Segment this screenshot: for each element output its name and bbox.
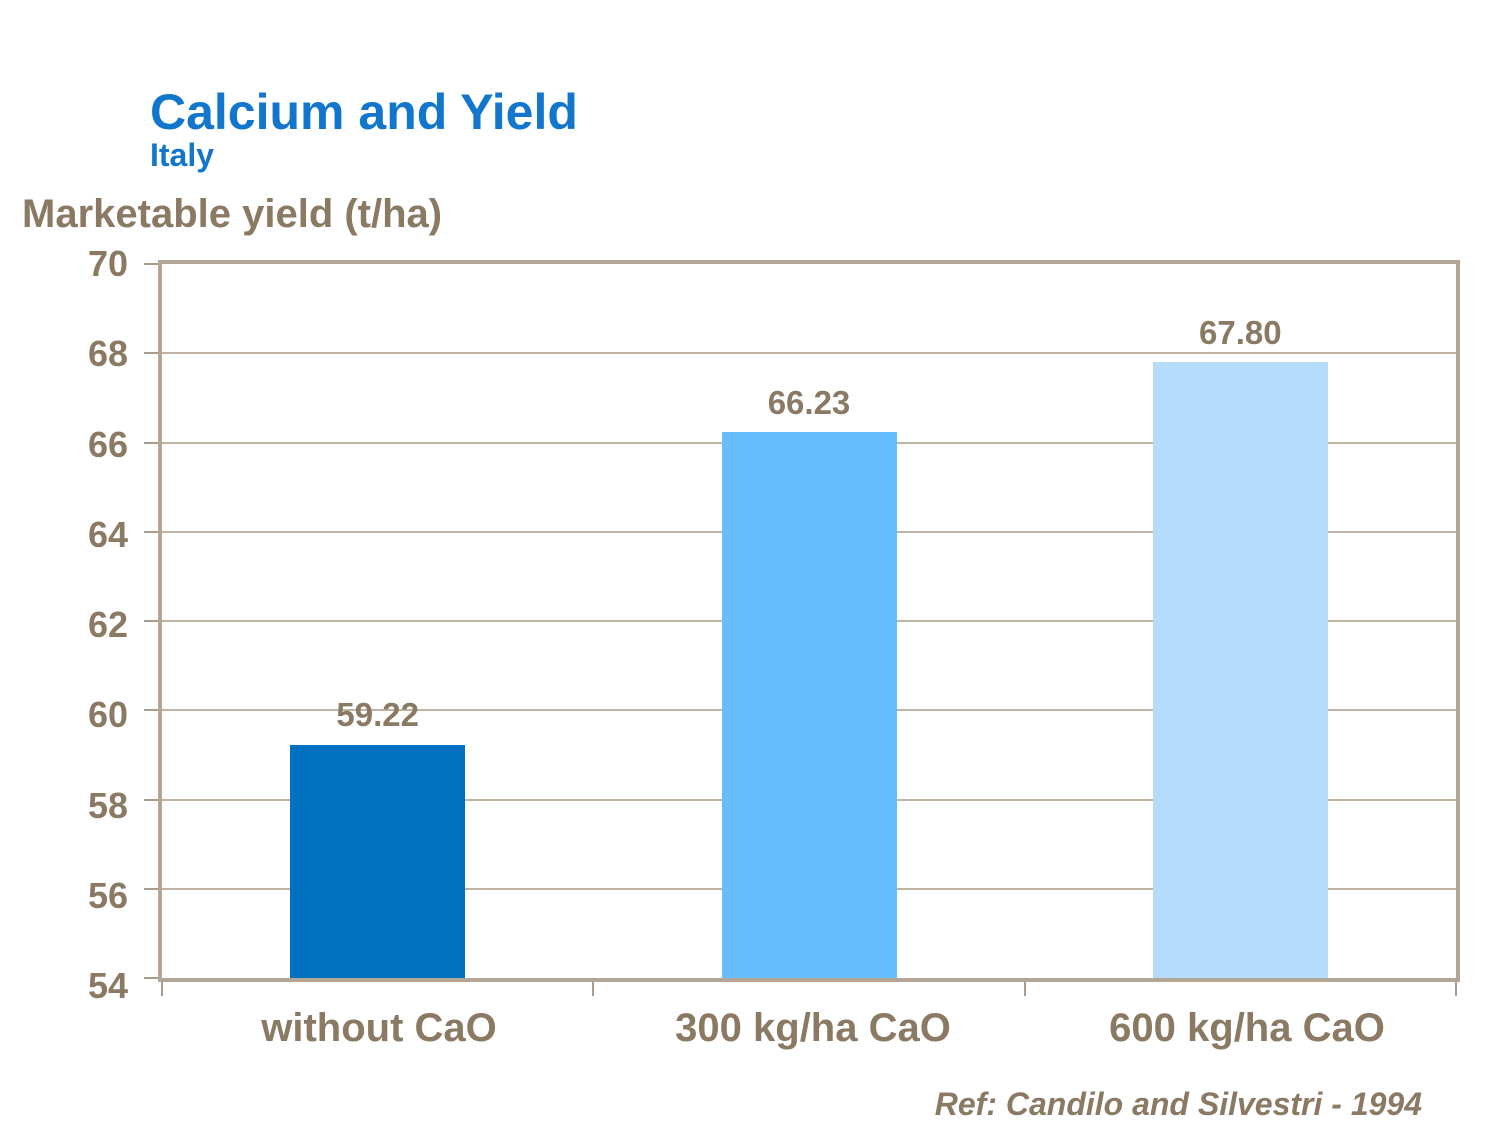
y-axis-title: Marketable yield (t/ha) <box>22 192 443 236</box>
x-tick-mark <box>1023 982 1026 996</box>
gridline <box>162 352 1456 355</box>
x-category-label: 300 kg/ha CaO <box>675 1006 951 1050</box>
bar-value-label: 66.23 <box>767 383 851 421</box>
y-tick-mark <box>144 263 158 265</box>
y-tick-mark <box>144 709 158 712</box>
reference-text: Ref: Candilo and Silvestri - 1994 <box>934 1086 1422 1122</box>
y-tick-label: 60 <box>87 694 128 736</box>
x-axis-labels: without CaO 300 kg/ha CaO 600 kg/ha CaO <box>162 1006 1464 1058</box>
page-subtitle: Italy <box>150 136 215 173</box>
bar-value-label: 67.80 <box>1199 313 1282 351</box>
bar <box>1152 362 1328 978</box>
y-tick-mark <box>144 887 158 890</box>
plot-area: 59.22 66.23 67.80 <box>144 260 1460 996</box>
y-tick-label: 62 <box>87 604 128 645</box>
x-tick-mark <box>1455 982 1457 996</box>
bar <box>721 432 897 978</box>
y-tick-label: 66 <box>87 423 128 465</box>
x-category-label: without CaO <box>261 1006 497 1050</box>
page-title: Calcium and Yield <box>150 83 578 140</box>
y-axis-labels: 70 68 66 64 62 60 58 56 54 <box>0 246 128 1004</box>
y-tick-mark <box>144 620 158 622</box>
y-tick-mark <box>144 977 158 979</box>
y-tick-mark <box>144 530 158 533</box>
y-tick-mark <box>144 441 158 444</box>
x-tick-mark <box>161 982 163 996</box>
x-category-label: 600 kg/ha CaO <box>1109 1006 1385 1050</box>
x-tick-mark <box>592 982 595 996</box>
bar <box>290 745 466 978</box>
y-tick-label: 68 <box>87 333 128 375</box>
y-tick-label: 64 <box>87 513 128 555</box>
y-tick-label: 56 <box>87 874 128 916</box>
y-tick-label: 70 <box>87 243 128 284</box>
y-tick-label: 58 <box>87 784 128 826</box>
y-tick-mark <box>144 798 158 801</box>
y-tick-label: 54 <box>87 965 128 1006</box>
y-tick-mark <box>144 352 158 355</box>
bar-value-label: 59.22 <box>336 696 419 734</box>
